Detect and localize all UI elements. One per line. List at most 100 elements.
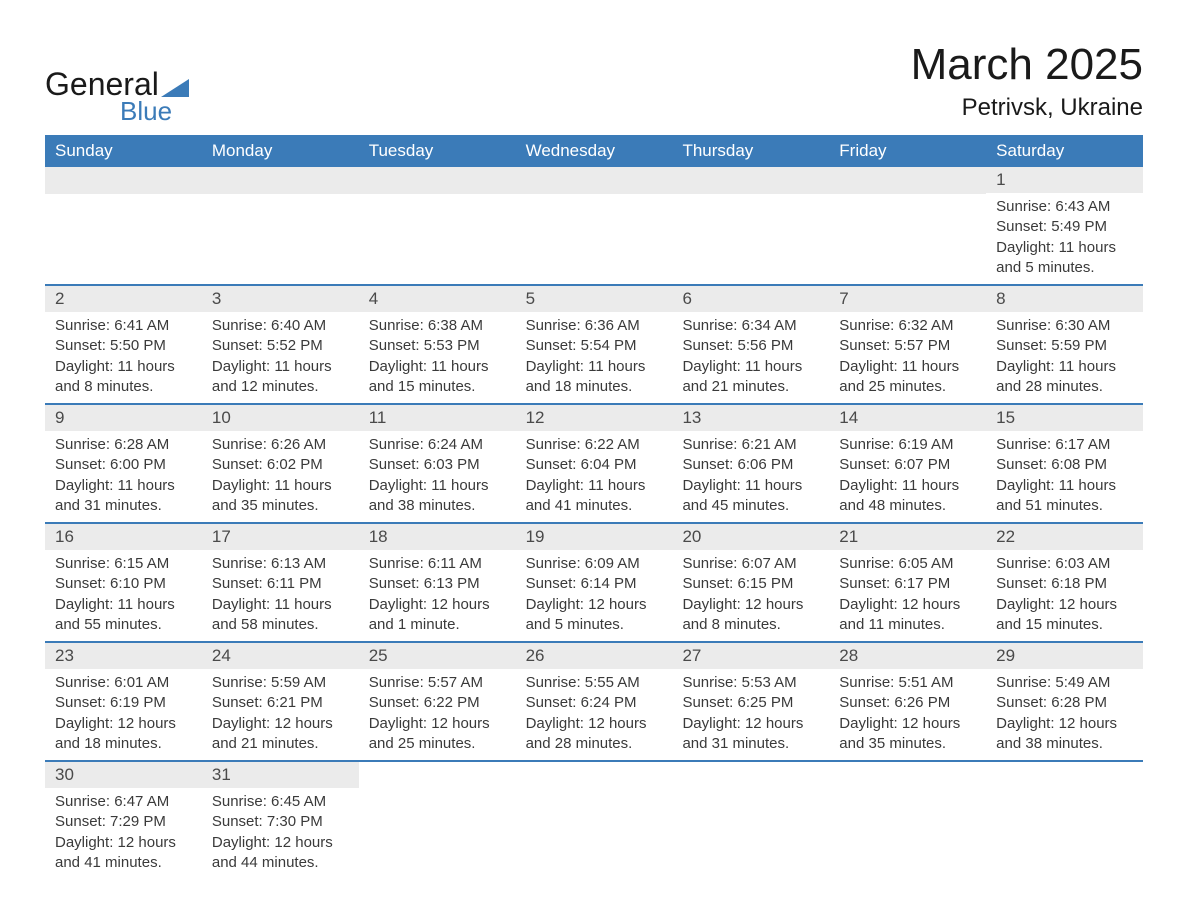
day-number: 21	[829, 524, 986, 550]
day-cell: 17Sunrise: 6:13 AMSunset: 6:11 PMDayligh…	[202, 524, 359, 641]
sunset-text: Sunset: 5:56 PM	[682, 336, 819, 356]
daylight-text-1: Daylight: 12 hours	[55, 714, 192, 734]
daylight-text-2: and 45 minutes.	[682, 496, 819, 516]
day-content: Sunrise: 5:51 AMSunset: 6:26 PMDaylight:…	[829, 669, 986, 760]
sunrise-text: Sunrise: 5:51 AM	[839, 673, 976, 693]
daylight-text-2: and 48 minutes.	[839, 496, 976, 516]
daylight-text-2: and 5 minutes.	[996, 258, 1133, 278]
day-content: Sunrise: 6:17 AMSunset: 6:08 PMDaylight:…	[986, 431, 1143, 522]
day-cell: 20Sunrise: 6:07 AMSunset: 6:15 PMDayligh…	[672, 524, 829, 641]
daylight-text-2: and 41 minutes.	[55, 853, 192, 873]
sunset-text: Sunset: 6:25 PM	[682, 693, 819, 713]
sunset-text: Sunset: 5:50 PM	[55, 336, 192, 356]
day-number: 23	[45, 643, 202, 669]
day-number: 22	[986, 524, 1143, 550]
sunrise-text: Sunrise: 6:13 AM	[212, 554, 349, 574]
day-number: 17	[202, 524, 359, 550]
day-content: Sunrise: 6:47 AMSunset: 7:29 PMDaylight:…	[45, 788, 202, 879]
weekday-header-monday: Monday	[202, 135, 359, 167]
sunrise-text: Sunrise: 5:49 AM	[996, 673, 1133, 693]
day-number: 11	[359, 405, 516, 431]
day-cell	[829, 167, 986, 284]
day-cell: 6Sunrise: 6:34 AMSunset: 5:56 PMDaylight…	[672, 286, 829, 403]
week-row: 23Sunrise: 6:01 AMSunset: 6:19 PMDayligh…	[45, 641, 1143, 760]
sunset-text: Sunset: 6:22 PM	[369, 693, 506, 713]
sunset-text: Sunset: 6:13 PM	[369, 574, 506, 594]
weekday-header-thursday: Thursday	[672, 135, 829, 167]
day-content: Sunrise: 6:40 AMSunset: 5:52 PMDaylight:…	[202, 312, 359, 403]
daylight-text-1: Daylight: 11 hours	[996, 238, 1133, 258]
weekday-header-saturday: Saturday	[986, 135, 1143, 167]
sunrise-text: Sunrise: 6:32 AM	[839, 316, 976, 336]
day-cell: 8Sunrise: 6:30 AMSunset: 5:59 PMDaylight…	[986, 286, 1143, 403]
daylight-text-2: and 28 minutes.	[996, 377, 1133, 397]
sunrise-text: Sunrise: 6:43 AM	[996, 197, 1133, 217]
day-cell	[359, 762, 516, 879]
day-number: 3	[202, 286, 359, 312]
day-cell: 1 Sunrise: 6:43 AMSunset: 5:49 PMDaylight…	[986, 167, 1143, 284]
daylight-text-1: Daylight: 11 hours	[682, 357, 819, 377]
daylight-text-1: Daylight: 12 hours	[369, 714, 506, 734]
sunrise-text: Sunrise: 5:55 AM	[526, 673, 663, 693]
week-row: 1 Sunrise: 6:43 AMSunset: 5:49 PMDaylight…	[45, 167, 1143, 284]
day-cell: 4Sunrise: 6:38 AMSunset: 5:53 PMDaylight…	[359, 286, 516, 403]
day-cell: 3Sunrise: 6:40 AMSunset: 5:52 PMDaylight…	[202, 286, 359, 403]
day-cell	[829, 762, 986, 879]
day-content	[672, 194, 829, 276]
day-number: 9	[45, 405, 202, 431]
daylight-text-2: and 51 minutes.	[996, 496, 1133, 516]
daylight-text-1: Daylight: 12 hours	[526, 595, 663, 615]
day-cell: 19Sunrise: 6:09 AMSunset: 6:14 PMDayligh…	[516, 524, 673, 641]
day-content: Sunrise: 6:30 AMSunset: 5:59 PMDaylight:…	[986, 312, 1143, 403]
day-content: Sunrise: 6:13 AMSunset: 6:11 PMDaylight:…	[202, 550, 359, 641]
daylight-text-1: Daylight: 12 hours	[839, 595, 976, 615]
day-cell: 26Sunrise: 5:55 AMSunset: 6:24 PMDayligh…	[516, 643, 673, 760]
sunset-text: Sunset: 6:19 PM	[55, 693, 192, 713]
sunrise-text: Sunrise: 6:30 AM	[996, 316, 1133, 336]
day-content: Sunrise: 5:55 AMSunset: 6:24 PMDaylight:…	[516, 669, 673, 760]
day-number: 1	[986, 167, 1143, 193]
day-number	[359, 167, 516, 194]
weekday-header-tuesday: Tuesday	[359, 135, 516, 167]
day-number	[986, 762, 1143, 768]
sunset-text: Sunset: 5:49 PM	[996, 217, 1133, 237]
day-content: Sunrise: 6:07 AMSunset: 6:15 PMDaylight:…	[672, 550, 829, 641]
sunrise-text: Sunrise: 6:03 AM	[996, 554, 1133, 574]
day-number	[516, 762, 673, 768]
day-content: Sunrise: 5:57 AMSunset: 6:22 PMDaylight:…	[359, 669, 516, 760]
sunrise-text: Sunrise: 6:45 AM	[212, 792, 349, 812]
daylight-text-1: Daylight: 12 hours	[55, 833, 192, 853]
sunset-text: Sunset: 5:57 PM	[839, 336, 976, 356]
day-cell	[45, 167, 202, 284]
day-content: Sunrise: 6:34 AMSunset: 5:56 PMDaylight:…	[672, 312, 829, 403]
day-cell	[672, 762, 829, 879]
daylight-text-1: Daylight: 11 hours	[839, 476, 976, 496]
day-cell	[516, 762, 673, 879]
day-cell: 2Sunrise: 6:41 AMSunset: 5:50 PMDaylight…	[45, 286, 202, 403]
day-content: Sunrise: 5:53 AMSunset: 6:25 PMDaylight:…	[672, 669, 829, 760]
day-number: 15	[986, 405, 1143, 431]
day-number	[202, 167, 359, 194]
sunset-text: Sunset: 6:28 PM	[996, 693, 1133, 713]
sunset-text: Sunset: 5:54 PM	[526, 336, 663, 356]
logo-blue-text: Blue	[120, 96, 172, 127]
daylight-text-2: and 35 minutes.	[212, 496, 349, 516]
daylight-text-1: Daylight: 11 hours	[212, 357, 349, 377]
sunrise-text: Sunrise: 6:15 AM	[55, 554, 192, 574]
day-cell: 10Sunrise: 6:26 AMSunset: 6:02 PMDayligh…	[202, 405, 359, 522]
daylight-text-1: Daylight: 12 hours	[212, 833, 349, 853]
daylight-text-1: Daylight: 11 hours	[55, 595, 192, 615]
daylight-text-1: Daylight: 11 hours	[526, 476, 663, 496]
day-cell: 15Sunrise: 6:17 AMSunset: 6:08 PMDayligh…	[986, 405, 1143, 522]
sunrise-text: Sunrise: 6:28 AM	[55, 435, 192, 455]
sunset-text: Sunset: 6:10 PM	[55, 574, 192, 594]
daylight-text-2: and 25 minutes.	[369, 734, 506, 754]
day-cell: 11Sunrise: 6:24 AMSunset: 6:03 PMDayligh…	[359, 405, 516, 522]
day-content: Sunrise: 5:49 AMSunset: 6:28 PMDaylight:…	[986, 669, 1143, 760]
daylight-text-2: and 12 minutes.	[212, 377, 349, 397]
day-cell: 29Sunrise: 5:49 AMSunset: 6:28 PMDayligh…	[986, 643, 1143, 760]
title-block: March 2025 Petrivsk, Ukraine	[911, 40, 1143, 122]
day-number: 19	[516, 524, 673, 550]
daylight-text-1: Daylight: 12 hours	[212, 714, 349, 734]
daylight-text-2: and 41 minutes.	[526, 496, 663, 516]
